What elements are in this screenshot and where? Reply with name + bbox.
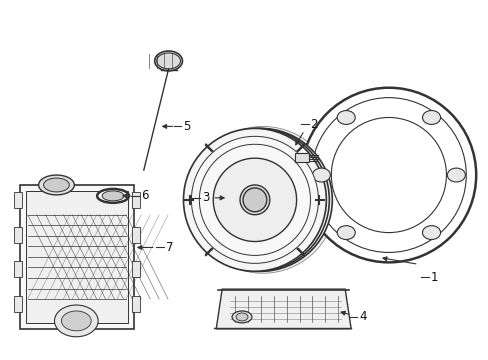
Bar [26, 191, 128, 323]
Ellipse shape [236, 313, 247, 321]
Ellipse shape [337, 226, 354, 239]
Ellipse shape [154, 51, 182, 71]
Ellipse shape [189, 129, 332, 271]
Ellipse shape [102, 191, 123, 201]
Text: 2: 2 [310, 118, 317, 131]
Ellipse shape [189, 126, 336, 273]
Text: 4: 4 [358, 310, 366, 323]
Ellipse shape [301, 88, 475, 262]
Bar [20, 185, 134, 329]
Ellipse shape [61, 311, 91, 331]
Ellipse shape [199, 144, 310, 255]
Bar [132, 227, 140, 243]
Bar [14, 192, 21, 208]
Ellipse shape [337, 111, 354, 125]
Ellipse shape [447, 168, 465, 182]
Ellipse shape [232, 311, 251, 323]
Bar [132, 192, 140, 208]
Text: 3: 3 [202, 192, 209, 204]
Bar [14, 296, 21, 312]
Text: 5: 5 [183, 120, 190, 133]
Ellipse shape [39, 175, 74, 195]
Ellipse shape [422, 111, 440, 125]
Ellipse shape [422, 226, 440, 239]
Bar [14, 261, 21, 277]
Bar [294, 153, 308, 162]
Ellipse shape [43, 178, 69, 192]
Ellipse shape [191, 136, 318, 264]
Bar [132, 261, 140, 277]
Ellipse shape [331, 117, 446, 233]
Bar [132, 296, 140, 312]
Bar [14, 227, 21, 243]
Ellipse shape [312, 168, 330, 182]
Ellipse shape [186, 129, 328, 271]
Text: 7: 7 [165, 241, 173, 254]
Ellipse shape [54, 305, 98, 337]
Ellipse shape [183, 129, 325, 271]
Polygon shape [216, 289, 350, 329]
Ellipse shape [243, 188, 266, 212]
Text: 1: 1 [429, 271, 437, 284]
Ellipse shape [311, 98, 466, 252]
Ellipse shape [156, 53, 180, 69]
Ellipse shape [213, 158, 296, 242]
Text: 6: 6 [141, 189, 148, 202]
Ellipse shape [97, 189, 129, 203]
Ellipse shape [240, 185, 269, 215]
